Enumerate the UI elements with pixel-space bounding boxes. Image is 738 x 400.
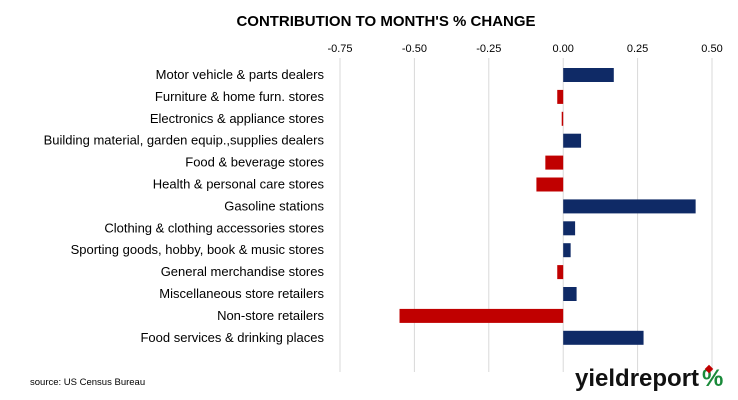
- category-label: Clothing & clothing accessories stores: [104, 220, 324, 235]
- percent-logo-icon: %: [702, 364, 723, 392]
- bar: [563, 243, 571, 258]
- logo-accent-icon: [704, 364, 714, 374]
- x-tick-label: 0.25: [627, 43, 648, 55]
- x-tick-label: -0.25: [476, 43, 501, 55]
- logo-text: yieldreport: [575, 365, 699, 392]
- bars: [399, 68, 696, 345]
- bar: [536, 177, 564, 192]
- bar: [563, 68, 614, 82]
- yieldreport-logo: yieldreport %: [575, 364, 723, 392]
- category-label: Motor vehicle & parts dealers: [156, 67, 325, 82]
- x-tick-label: 0.00: [552, 43, 573, 55]
- bar: [399, 308, 564, 323]
- category-label: Non-store retailers: [217, 308, 324, 323]
- bar: [563, 287, 577, 301]
- category-label: Electronics & appliance stores: [150, 111, 325, 126]
- bar: [557, 89, 564, 104]
- bar: [545, 155, 564, 170]
- x-tick-label: -0.75: [327, 43, 352, 55]
- x-tick-label: 0.50: [701, 43, 722, 55]
- category-label: Gasoline stations: [224, 198, 324, 213]
- category-label: General merchandise stores: [161, 264, 325, 279]
- x-tick-label: -0.50: [402, 43, 427, 55]
- bar: [563, 221, 576, 236]
- source-note: source: US Census Bureau: [30, 377, 145, 388]
- bar: [563, 133, 582, 148]
- bar: [563, 330, 644, 345]
- category-labels: Motor vehicle & parts dealers Furniture &…: [44, 67, 325, 345]
- bar: [557, 265, 564, 280]
- chart-title: CONTRIBUTION TO MONTH'S % CHANGE: [236, 13, 535, 30]
- category-label: Food services & drinking places: [140, 330, 324, 345]
- gridlines: [339, 58, 713, 372]
- category-label: Building material, garden equip.,supplie…: [44, 133, 325, 148]
- category-label: Miscellaneous store retailers: [159, 286, 324, 301]
- category-label: Sporting goods, hobby, book & music stor…: [71, 242, 325, 257]
- category-label: Food & beverage stores: [185, 155, 324, 170]
- bar: [563, 199, 696, 214]
- x-axis-ticks: -0.75 -0.50 -0.25 0.00 0.25 0.50: [327, 43, 722, 55]
- category-label: Furniture & home furn. stores: [155, 89, 325, 104]
- category-label: Health & personal care stores: [153, 177, 325, 192]
- bar: [561, 111, 564, 126]
- logo-symbol: %: [702, 365, 723, 392]
